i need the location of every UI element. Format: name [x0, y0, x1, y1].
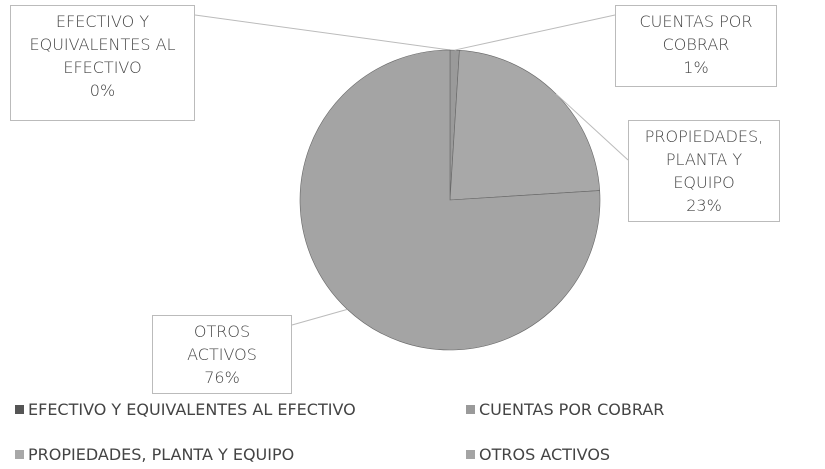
data-label: CUENTAS POR COBRAR 1% — [615, 5, 777, 87]
data-label: OTROS ACTIVOS 76% — [152, 315, 292, 394]
data-label-name: CUENTAS POR COBRAR — [639, 12, 753, 54]
legend-swatch — [466, 405, 475, 414]
pie-slice — [449, 49, 601, 201]
leader-line — [291, 308, 348, 326]
data-label-value: 23% — [686, 196, 722, 215]
leader-line — [454, 14, 616, 51]
legend-swatch — [466, 450, 475, 459]
leader-line — [194, 14, 451, 51]
legend-swatch — [15, 405, 24, 414]
data-label-value: 0% — [89, 81, 116, 100]
data-label-value: 1% — [683, 58, 709, 77]
legend-item: OTROS ACTIVOS — [466, 445, 610, 464]
data-label-name: EFECTIVO Y EQUIVALENTES AL EFECTIVO — [29, 12, 176, 77]
legend-item: PROPIEDADES, PLANTA Y EQUIPO — [15, 445, 294, 464]
data-label: EFECTIVO Y EQUIVALENTES AL EFECTIVO 0% — [10, 5, 195, 121]
data-label-name: OTROS ACTIVOS — [187, 322, 257, 364]
leader-line — [555, 93, 629, 161]
data-label-name: PROPIEDADES, PLANTA Y EQUIPO — [644, 127, 764, 192]
legend-item: EFECTIVO Y EQUIVALENTES AL EFECTIVO — [15, 400, 356, 419]
legend-label: CUENTAS POR COBRAR — [479, 400, 665, 419]
legend-item: CUENTAS POR COBRAR — [466, 400, 664, 419]
data-label: PROPIEDADES, PLANTA Y EQUIPO 23% — [628, 120, 780, 222]
pie-slice — [299, 49, 601, 351]
data-label-value: 76% — [204, 368, 240, 387]
legend-swatch — [15, 450, 24, 459]
legend-label: PROPIEDADES, PLANTA Y EQUIPO — [28, 445, 295, 464]
legend-label: EFECTIVO Y EQUIVALENTES AL EFECTIVO — [28, 400, 356, 419]
legend-label: OTROS ACTIVOS — [479, 445, 611, 464]
